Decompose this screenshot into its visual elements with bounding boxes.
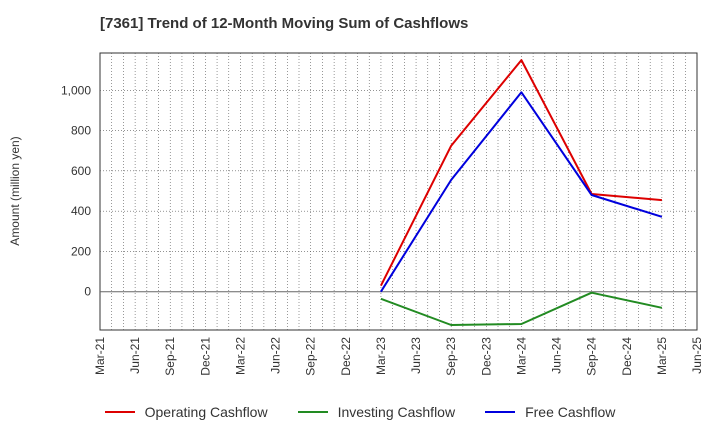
x-tick-label: Jun-24 bbox=[550, 337, 564, 374]
legend: Operating Cashflow Investing Cashflow Free… bbox=[0, 404, 720, 420]
y-tick-label: 1,000 bbox=[61, 83, 91, 97]
y-tick-label: 800 bbox=[71, 124, 91, 138]
x-tick-label: Mar-24 bbox=[514, 337, 528, 375]
x-tick-label: Jun-21 bbox=[128, 337, 142, 374]
series-line-free-cashflow bbox=[380, 91, 663, 293]
x-tick-label: Mar-22 bbox=[233, 337, 247, 375]
x-tick-label: Mar-21 bbox=[93, 337, 107, 375]
x-tick-label: Mar-25 bbox=[655, 337, 669, 375]
chart-title: [7361] Trend of 12-Month Moving Sum of C… bbox=[100, 15, 469, 32]
x-tick-label: Dec-22 bbox=[339, 337, 353, 376]
x-tick-label: Sep-24 bbox=[585, 337, 599, 376]
x-tick-label: Sep-21 bbox=[163, 337, 177, 376]
legend-item-operating-cashflow: Operating Cashflow bbox=[104, 404, 268, 420]
y-tick-label: 0 bbox=[84, 285, 91, 299]
series-line-operating-cashflow bbox=[380, 59, 662, 287]
y-axis-label: Amount (million yen) bbox=[8, 136, 22, 245]
x-tick-label: Dec-21 bbox=[198, 337, 212, 376]
legend-swatch bbox=[104, 411, 135, 413]
plot-area bbox=[99, 52, 698, 331]
x-tick-label: Sep-23 bbox=[444, 337, 458, 376]
y-tick-label: 200 bbox=[71, 244, 91, 258]
x-tick-label: Sep-22 bbox=[304, 337, 318, 376]
series-line-investing-cashflow bbox=[380, 291, 663, 326]
y-tick-label: 400 bbox=[71, 204, 91, 218]
legend-label: Investing Cashflow bbox=[337, 404, 456, 420]
x-tick-label: Dec-24 bbox=[620, 337, 634, 376]
x-tick-label: Jun-22 bbox=[269, 337, 283, 374]
legend-item-free-cashflow: Free Cashflow bbox=[485, 404, 615, 420]
legend-swatch bbox=[297, 411, 328, 413]
x-tick-label: Mar-23 bbox=[374, 337, 388, 375]
legend-label: Operating Cashflow bbox=[144, 404, 268, 420]
y-tick-label: 600 bbox=[71, 164, 91, 178]
legend-swatch bbox=[485, 411, 516, 413]
series-layer bbox=[380, 59, 663, 326]
y-tick-labels: 0 200 400 600 800 1,000 bbox=[61, 83, 91, 298]
grid-lines bbox=[100, 53, 697, 330]
x-tick-label: Dec-23 bbox=[479, 337, 493, 376]
legend-label: Free Cashflow bbox=[525, 404, 616, 420]
x-tick-label: Jun-23 bbox=[409, 337, 423, 374]
x-tick-label: Jun-25 bbox=[690, 337, 704, 374]
legend-item-investing-cashflow: Investing Cashflow bbox=[297, 404, 456, 420]
x-tick-labels: Mar-21 Jun-21 Sep-21 Dec-21 Mar-22 Jun-22 Sep-… bbox=[93, 337, 704, 376]
